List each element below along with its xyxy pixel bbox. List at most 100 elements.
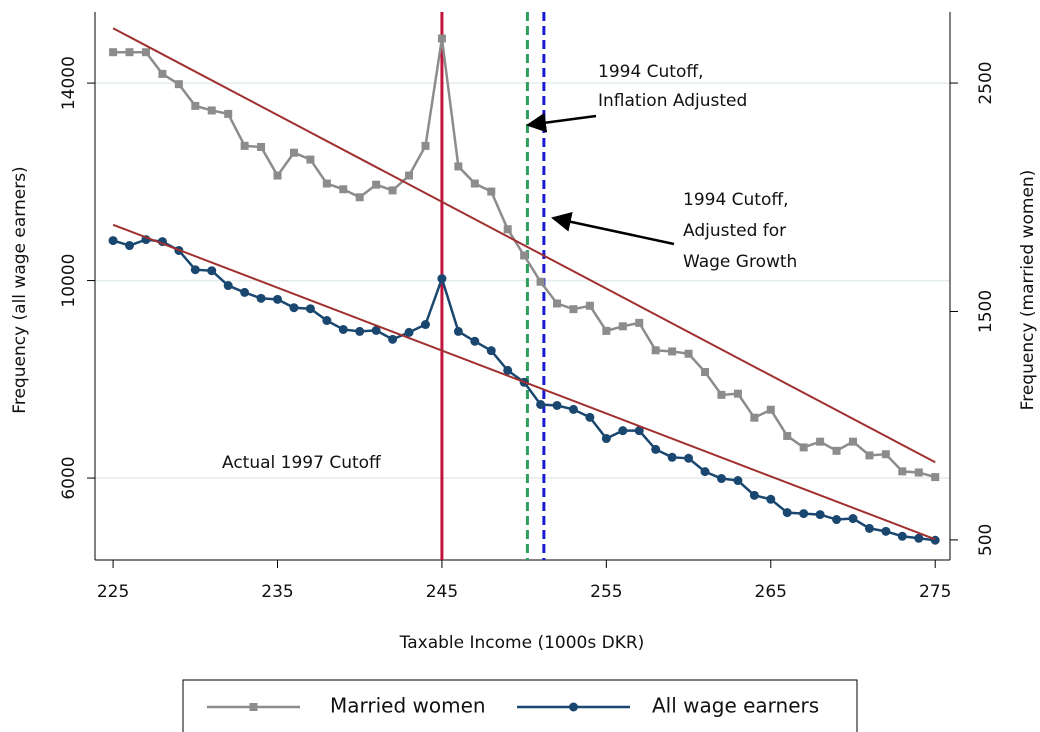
marker — [453, 326, 463, 336]
series-line — [112, 238, 936, 542]
marker — [684, 349, 693, 358]
marker — [109, 48, 118, 57]
legend-label: All wage earners — [652, 694, 819, 718]
marker — [289, 148, 298, 157]
marker — [388, 186, 397, 195]
marker — [125, 241, 135, 251]
marker — [569, 305, 578, 314]
y2-tick-label: 2500 — [976, 61, 996, 104]
marker — [108, 236, 118, 246]
legend-marker — [249, 703, 258, 711]
marker — [371, 325, 381, 335]
marker — [701, 368, 710, 377]
marker — [536, 277, 545, 286]
marker — [339, 185, 348, 194]
marker — [897, 531, 907, 541]
trend-line — [112, 223, 936, 541]
marker — [799, 443, 808, 452]
marker — [602, 326, 611, 335]
y-axis-label: Frequency (all wage earners) — [10, 166, 30, 413]
marker — [585, 412, 595, 422]
marker — [437, 274, 447, 284]
y2-axis-label: Frequency (married women) — [1018, 170, 1038, 411]
marker — [553, 299, 562, 308]
annotation: Inflation Adjusted — [598, 91, 747, 111]
marker — [207, 266, 217, 276]
marker — [191, 101, 200, 110]
annotation: 1994 Cutoff, — [598, 62, 704, 82]
marker — [207, 106, 216, 115]
marker — [914, 533, 924, 543]
marker — [799, 509, 809, 519]
marker — [388, 334, 398, 344]
marker — [470, 179, 479, 188]
y2-tick-label: 500 — [976, 524, 996, 556]
marker — [634, 426, 644, 436]
marker — [404, 327, 414, 337]
marker — [635, 318, 644, 327]
marker — [881, 450, 890, 459]
marker — [783, 431, 792, 440]
marker — [240, 287, 250, 297]
marker — [716, 474, 726, 484]
marker — [125, 48, 134, 57]
marker — [454, 162, 463, 171]
x-axis-label: Taxable Income (1000s DKR) — [399, 633, 645, 653]
marker — [717, 390, 726, 399]
marker — [437, 34, 446, 43]
marker — [898, 467, 907, 476]
marker — [289, 303, 299, 313]
marker — [585, 301, 594, 310]
marker — [338, 324, 348, 334]
marker — [322, 179, 331, 188]
marker — [273, 294, 283, 304]
annotation-arrow — [526, 112, 597, 133]
y2-tick-label: 1500 — [976, 290, 996, 333]
marker — [520, 251, 529, 260]
marker — [668, 347, 677, 356]
trend-line — [112, 27, 936, 464]
marker — [914, 468, 923, 477]
marker — [503, 225, 512, 234]
marker — [405, 171, 414, 180]
marker — [552, 400, 562, 410]
marker — [881, 526, 891, 536]
x-tick-label: 245 — [426, 582, 458, 602]
marker — [832, 515, 842, 525]
marker — [305, 304, 315, 314]
marker — [240, 141, 249, 150]
marker — [174, 80, 183, 89]
marker — [141, 48, 150, 57]
marker — [667, 452, 677, 462]
marker — [421, 141, 430, 150]
marker — [815, 510, 825, 520]
marker — [700, 467, 710, 477]
marker — [322, 316, 332, 326]
x-tick-label: 235 — [261, 582, 293, 602]
marker — [865, 451, 874, 460]
x-tick-label: 265 — [755, 582, 787, 602]
annotation: Actual 1997 Cutoff — [222, 453, 382, 473]
marker — [486, 346, 496, 356]
marker — [470, 336, 480, 346]
marker — [257, 143, 266, 152]
marker — [816, 437, 825, 446]
marker — [766, 494, 776, 504]
annotation: 1994 Cutoff, — [683, 190, 789, 210]
marker — [651, 346, 660, 355]
marker — [750, 413, 759, 422]
marker — [355, 326, 365, 336]
marker — [190, 265, 200, 275]
marker — [536, 399, 546, 409]
x-tick-label: 225 — [97, 582, 129, 602]
marker — [306, 155, 315, 164]
marker — [864, 523, 874, 533]
legend-marker — [569, 702, 578, 712]
marker — [766, 405, 775, 414]
legend-label: Married women — [330, 694, 486, 718]
marker — [601, 434, 611, 444]
y-tick-label: 6000 — [59, 456, 79, 499]
marker — [503, 365, 513, 375]
marker — [256, 293, 266, 303]
